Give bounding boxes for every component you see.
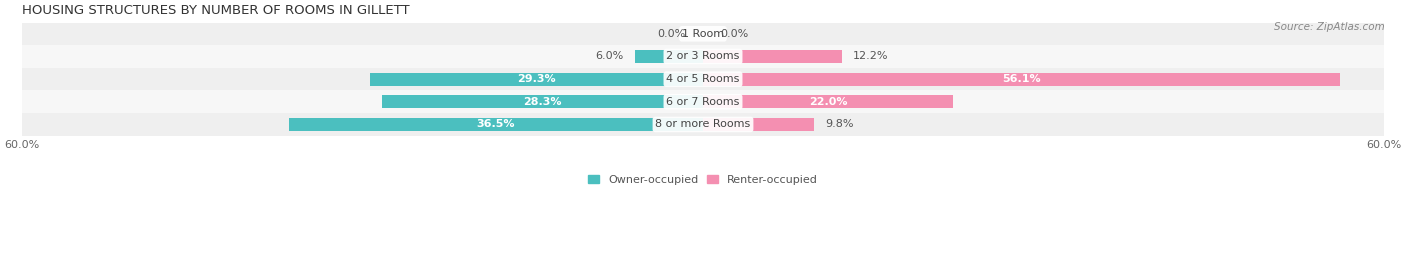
Bar xyxy=(21,45,1385,68)
Text: 8 or more Rooms: 8 or more Rooms xyxy=(655,119,751,129)
Text: 6 or 7 Rooms: 6 or 7 Rooms xyxy=(666,97,740,107)
Bar xyxy=(21,68,1385,90)
Bar xyxy=(703,73,1340,86)
Text: 4 or 5 Rooms: 4 or 5 Rooms xyxy=(666,74,740,84)
Text: 0.0%: 0.0% xyxy=(658,29,686,39)
Text: Source: ZipAtlas.com: Source: ZipAtlas.com xyxy=(1274,22,1385,31)
Text: 28.3%: 28.3% xyxy=(523,97,561,107)
Text: 1 Room: 1 Room xyxy=(682,29,724,39)
Legend: Owner-occupied, Renter-occupied: Owner-occupied, Renter-occupied xyxy=(583,170,823,189)
Bar xyxy=(21,90,1385,113)
Text: 0.0%: 0.0% xyxy=(720,29,748,39)
Bar xyxy=(703,50,842,63)
Text: 22.0%: 22.0% xyxy=(808,97,848,107)
Bar xyxy=(381,95,703,108)
Text: 2 or 3 Rooms: 2 or 3 Rooms xyxy=(666,51,740,62)
Bar xyxy=(703,118,814,131)
Bar xyxy=(370,73,703,86)
Text: 12.2%: 12.2% xyxy=(853,51,889,62)
Text: 6.0%: 6.0% xyxy=(595,51,623,62)
Text: 9.8%: 9.8% xyxy=(825,119,853,129)
Text: 56.1%: 56.1% xyxy=(1002,74,1040,84)
Text: 29.3%: 29.3% xyxy=(517,74,555,84)
Bar xyxy=(636,50,703,63)
Bar xyxy=(703,95,953,108)
Bar xyxy=(21,23,1385,45)
Bar xyxy=(21,113,1385,136)
Bar xyxy=(288,118,703,131)
Text: HOUSING STRUCTURES BY NUMBER OF ROOMS IN GILLETT: HOUSING STRUCTURES BY NUMBER OF ROOMS IN… xyxy=(21,4,409,17)
Text: 36.5%: 36.5% xyxy=(477,119,515,129)
